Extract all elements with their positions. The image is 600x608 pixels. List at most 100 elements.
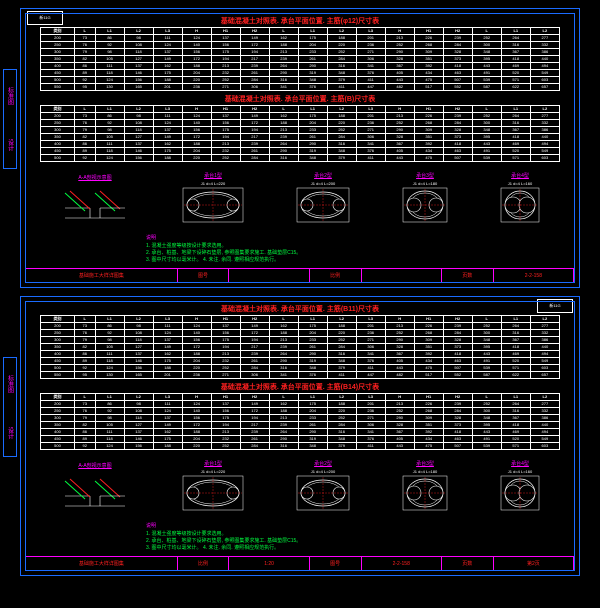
data-cell: 348 xyxy=(298,443,327,450)
col-header: L3 xyxy=(356,28,385,35)
row-label: 200 xyxy=(41,401,75,408)
section-block: A-A剖视示意图 xyxy=(60,462,130,511)
data-cell: 217 xyxy=(240,134,269,141)
note-line: 2. 承台、桩基、地梁下设碎石垫层, 参照图集要求施工. 基础垫层C15。 xyxy=(146,250,301,257)
ring-sub: J1 d=4 L=220 xyxy=(182,181,244,186)
data-cell: 418 xyxy=(443,63,472,70)
data-cell: 316 xyxy=(327,351,356,358)
data-cell: 162 xyxy=(153,63,182,70)
data-cell: 127 xyxy=(124,422,153,429)
data-cell: 92 xyxy=(95,120,124,127)
data-cell: 463 xyxy=(443,70,472,77)
data-cell: 277 xyxy=(530,401,559,408)
data-cell: 175 xyxy=(153,148,182,155)
col-header: H2 xyxy=(240,316,269,323)
data-cell: 82 xyxy=(74,134,95,141)
data-cell: 571 xyxy=(501,77,530,84)
ring-sub: J1 d=4 L=160 xyxy=(500,181,540,186)
data-cell: 124 xyxy=(153,330,182,337)
data-cell: 124 xyxy=(153,120,182,127)
data-cell: 79 xyxy=(74,415,95,422)
data-cell: 146 xyxy=(124,358,153,365)
col-header: L2 xyxy=(327,316,356,323)
col-header: L1 xyxy=(501,316,530,323)
data-cell: 105 xyxy=(95,134,124,141)
data-cell: 73 xyxy=(74,113,95,120)
data-cell: 268 xyxy=(414,120,443,127)
ring-block: 承台3型 J1 d=4 L=180 xyxy=(402,460,448,511)
data-cell: 232 xyxy=(211,70,240,77)
sheet-inner: 基础混凝土对照表. 承台平面位置. 主筋(B11)尺寸表 类别LL1L2L3HH… xyxy=(25,301,575,571)
data-cell: 239 xyxy=(443,401,472,408)
data-cell: 520 xyxy=(501,358,530,365)
data-cell: 367 xyxy=(385,63,414,70)
data-cell: 140 xyxy=(182,408,211,415)
data-cell: 376 xyxy=(356,148,385,155)
data-cell: 290 xyxy=(298,351,327,358)
data-cell: 405 xyxy=(385,70,414,77)
tb-field: 1:20 xyxy=(229,557,309,570)
data-cell: 239 xyxy=(269,344,298,351)
data-cell: 411 xyxy=(356,443,385,450)
data-cell: 111 xyxy=(153,35,182,42)
col-header: H1 xyxy=(414,28,443,35)
data-cell: 220 xyxy=(182,365,211,372)
data-cell: 386 xyxy=(530,49,559,56)
data-cell: 395 xyxy=(472,56,501,63)
data-cell: 264 xyxy=(501,113,530,120)
data-cell: 284 xyxy=(327,56,356,63)
data-cell: 233 xyxy=(298,127,327,134)
data-cell: 239 xyxy=(443,35,472,42)
data-cell: 149 xyxy=(153,422,182,429)
data-cell: 108 xyxy=(124,42,153,49)
row-label: 550 xyxy=(41,372,75,379)
data-cell: 351 xyxy=(414,344,443,351)
data-cell: 367 xyxy=(501,49,530,56)
data-cell: 146 xyxy=(124,70,153,77)
data-cell: 175 xyxy=(153,358,182,365)
data-cell: 156 xyxy=(124,443,153,450)
data-cell: 348 xyxy=(472,337,501,344)
data-cell: 201 xyxy=(153,84,182,91)
data-cell: 149 xyxy=(240,35,269,42)
data-cell: 213 xyxy=(211,63,240,70)
data-cell: 252 xyxy=(327,415,356,422)
data-cell: 118 xyxy=(95,70,124,77)
data-cell: 418 xyxy=(443,351,472,358)
col-header: H xyxy=(182,106,211,113)
data-cell: 348 xyxy=(472,49,501,56)
ring-diagram xyxy=(500,475,540,511)
data-cell: 213 xyxy=(385,113,414,120)
row-label: 500 xyxy=(41,365,75,372)
data-cell: 284 xyxy=(327,344,356,351)
data-cell: 111 xyxy=(95,63,124,70)
data-cell: 603 xyxy=(530,155,559,162)
data-cell: 316 xyxy=(501,120,530,127)
col-header: 类别 xyxy=(41,106,75,113)
data-cell: 156 xyxy=(124,77,153,84)
data-cell: 491 xyxy=(472,70,501,77)
data-cell: 284 xyxy=(443,408,472,415)
data-cell: 418 xyxy=(501,134,530,141)
data-cell: 140 xyxy=(182,120,211,127)
data-cell: 328 xyxy=(385,56,414,63)
data-cell: 220 xyxy=(327,408,356,415)
ring-block: 承台4型 J1 d=4 L=160 xyxy=(500,460,540,511)
data-cell: 261 xyxy=(240,148,269,155)
data-cell: 284 xyxy=(327,422,356,429)
binding-tab: 标准图设计 xyxy=(3,69,17,169)
ring-diagram xyxy=(500,187,540,223)
data-cell: 306 xyxy=(356,134,385,141)
data-cell: 92 xyxy=(74,77,95,84)
data-cell: 98 xyxy=(124,323,153,330)
data-table: 类别LL1L2L3HH1H2LL1L2L3HH1H2LL1L2200738698… xyxy=(40,105,560,162)
data-cell: 277 xyxy=(530,35,559,42)
data-cell: 316 xyxy=(501,330,530,337)
data-cell: 491 xyxy=(472,436,501,443)
data-cell: 316 xyxy=(327,63,356,70)
ring-diagram xyxy=(402,475,448,511)
col-header: L1 xyxy=(95,316,124,323)
data-cell: 386 xyxy=(530,127,559,134)
data-cell: 341 xyxy=(269,372,298,379)
data-cell: 657 xyxy=(530,372,559,379)
